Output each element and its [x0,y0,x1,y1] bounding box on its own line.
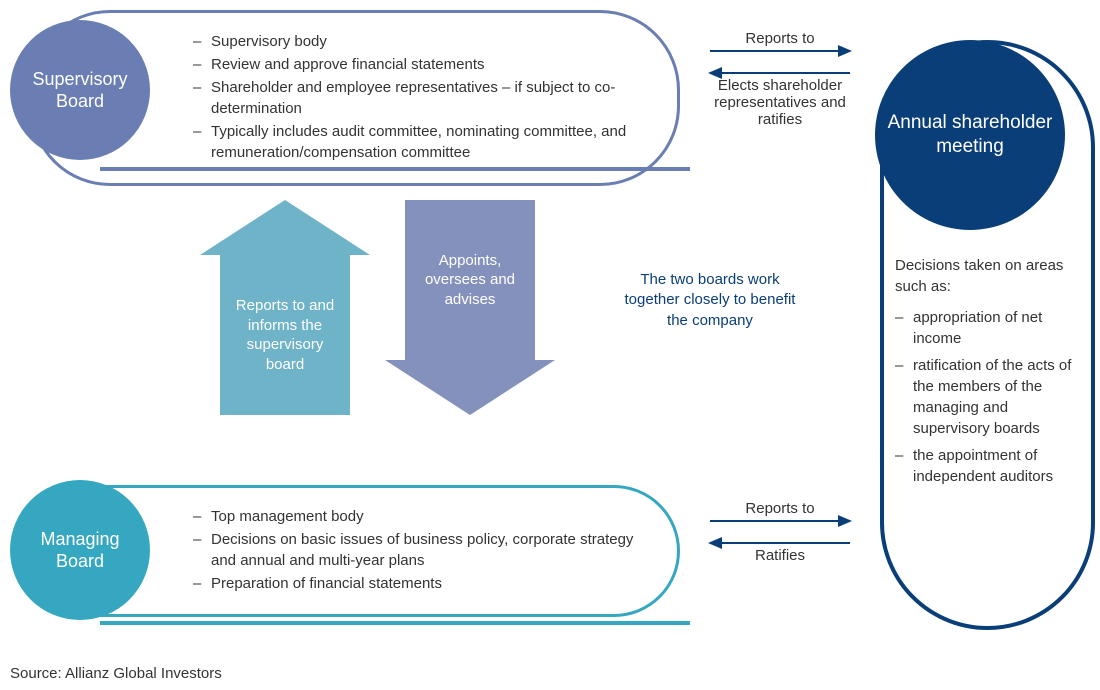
annual-title: Annual shareholder meeting [885,111,1055,159]
up-arrow: Reports to and informs the supervisory b… [200,200,370,415]
list-item: Decisions on basic issues of business po… [193,529,647,571]
supervisory-list: Supervisory body Review and approve fina… [193,31,647,163]
relation-label: Ratifies [700,547,860,564]
annual-list: appropriation of net income ratification… [895,307,1080,487]
down-arrow: Appoints, oversees and advises [385,200,555,415]
up-arrow-text: Reports to and informs the supervisory b… [230,296,340,374]
annual-meeting-badge: Annual shareholder meeting [875,40,1065,230]
list-item: Supervisory body [193,31,647,52]
arrow-head-icon [385,360,555,415]
managing-title: Managing Board [20,528,140,573]
list-item: Shareholder and employee representatives… [193,77,647,119]
supervisory-board-badge: Supervisory Board [10,20,150,160]
managing-board-badge: Managing Board [10,480,150,620]
arrow-left-icon [710,542,850,544]
list-item: appropriation of net income [895,307,1080,349]
relation-supervisory-annual: Reports to Elects shareholder representa… [700,30,860,128]
arrow-right-icon [710,50,850,52]
managing-underline [100,621,690,625]
source-label: Source: Allianz Global Investors [10,665,222,682]
list-item: Review and approve financial statements [193,54,647,75]
annual-meeting-content: Decisions taken on areas such as: approp… [895,255,1080,493]
arrow-head-icon [200,200,370,255]
supervisory-title: Supervisory Board [20,68,140,113]
list-item: Preparation of financial statements [193,573,647,594]
list-item: the appointment of independent auditors [895,445,1080,487]
relation-label: Reports to [700,500,860,517]
list-item: Typically includes audit committee, nomi… [193,121,647,163]
managing-list: Top management body Decisions on basic i… [193,506,647,594]
list-item: ratification of the acts of the members … [895,355,1080,439]
arrow-left-icon [710,72,850,74]
relation-label: Elects shareholder representatives and r… [700,77,860,128]
down-arrow-text: Appoints, oversees and advises [415,251,525,310]
center-note: The two boards work together closely to … [620,270,800,331]
relation-label: Reports to [700,30,860,47]
annual-intro: Decisions taken on areas such as: [895,255,1080,297]
list-item: Top management body [193,506,647,527]
arrow-right-icon [710,520,850,522]
relation-managing-annual: Reports to Ratifies [700,500,860,564]
